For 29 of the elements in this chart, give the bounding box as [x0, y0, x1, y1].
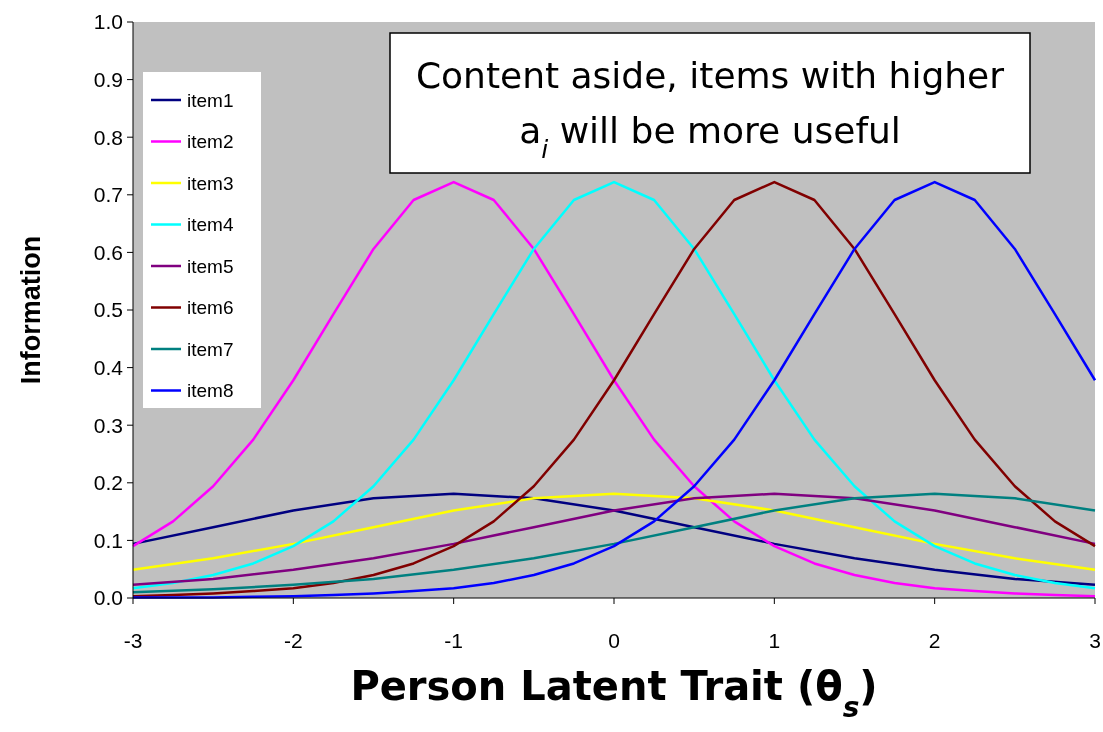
y-tick-label: 0.8: [93, 125, 123, 149]
annotation: Content aside, items with higher a$_{i}$ will be more useful: [415, 55, 1005, 164]
x-tick-label: -2: [283, 629, 303, 652]
legend-label: item8: [187, 380, 234, 402]
x-tick-label: 1: [768, 629, 781, 652]
legend-label: item1: [187, 89, 234, 111]
x-axis-title: Person Latent Trait (θ$_{s}$): [350, 663, 878, 724]
legend-label: item5: [187, 255, 234, 277]
y-tick-label: 0.5: [93, 298, 123, 322]
legend-label: item2: [187, 131, 234, 153]
y-tick-label: 0.1: [93, 528, 123, 552]
y-tick-label: 1.0: [93, 10, 123, 34]
x-tick-label: -1: [444, 629, 464, 652]
y-tick-label: 0.9: [93, 67, 123, 91]
x-tick-label: 3: [1089, 629, 1101, 652]
y-tick-label: 0.7: [93, 183, 123, 207]
x-tick-label: 0: [608, 629, 620, 652]
legend-label: item4: [187, 214, 234, 236]
y-tick-label: 0.0: [93, 586, 123, 610]
x-tick-label: -3: [123, 629, 143, 652]
legend-label: item3: [187, 172, 234, 194]
y-tick-label: 0.4: [93, 355, 124, 379]
x-tick-label: 2: [928, 629, 941, 652]
legend-label: item7: [187, 338, 234, 360]
y-tick-label: 0.3: [93, 413, 123, 437]
y-tick-label: 0.2: [93, 471, 123, 495]
y-tick-label: 0.6: [93, 240, 123, 264]
y-axis-title: Information: [16, 235, 46, 385]
legend-label: item6: [187, 297, 234, 319]
